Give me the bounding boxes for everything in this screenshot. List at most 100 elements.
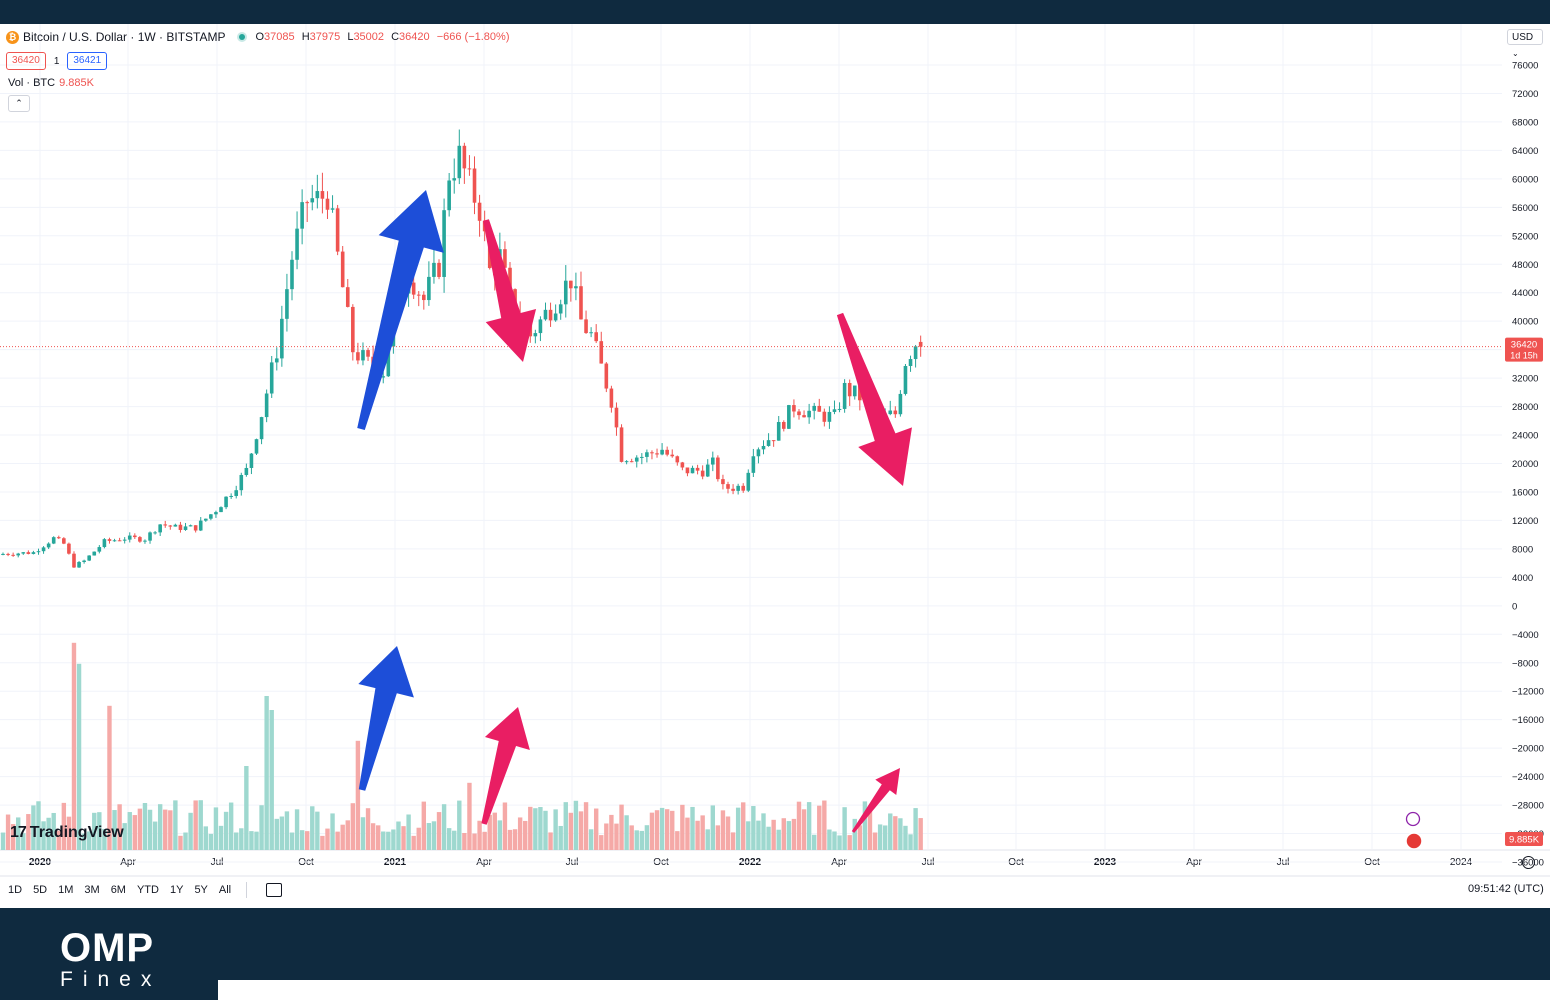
volume-bar [553, 809, 558, 850]
candle-body [133, 535, 137, 538]
volume-bar [127, 812, 132, 850]
volume-bar [796, 801, 802, 850]
gear-icon[interactable] [1522, 856, 1535, 869]
volume-bar [234, 832, 239, 850]
volume-bar [898, 818, 903, 850]
volume-legend[interactable]: Vol · BTC 9.885K [8, 77, 94, 89]
candle-body [198, 520, 203, 531]
candle-body [366, 350, 370, 357]
chevron-up-icon[interactable]: ⌃ [8, 95, 30, 112]
volume-bar [244, 766, 249, 850]
range-all[interactable]: All [218, 884, 232, 896]
candle-body [219, 507, 223, 513]
volume-bar [639, 830, 645, 850]
volume-bar [472, 833, 477, 850]
range-6m[interactable]: 6M [110, 884, 126, 896]
volume-bar [31, 805, 36, 850]
tradingview-logo[interactable]: 17 TradingView [10, 824, 124, 841]
y-axis-label: 76000 [1512, 61, 1538, 72]
volume-bar [746, 821, 751, 850]
candle-body [274, 358, 279, 363]
candle-body [589, 332, 593, 334]
volume-bar [330, 813, 335, 850]
candle-body [6, 553, 10, 555]
utc-clock[interactable]: 09:51:42 (UTC) [1468, 883, 1544, 895]
volume-bar [107, 705, 112, 850]
candle-body [26, 552, 31, 554]
range-5y[interactable]: 5Y [194, 884, 208, 896]
candle-body [903, 366, 908, 394]
volume-bar [370, 823, 376, 850]
candle-body [87, 555, 91, 561]
currency-select[interactable]: USD ⌄ [1507, 29, 1543, 58]
calendar-icon[interactable] [266, 883, 283, 897]
range-1y[interactable]: 1Y [169, 884, 184, 896]
candle-body [558, 304, 563, 314]
volume-bar [705, 829, 710, 850]
candle-body [852, 385, 857, 397]
candle-body [553, 313, 558, 321]
range-3m[interactable]: 3M [84, 884, 100, 896]
volume-bar [350, 803, 356, 850]
volume-bar [178, 835, 183, 850]
candle-body [569, 280, 573, 289]
volume-bar [467, 782, 472, 850]
volume-bar [431, 821, 437, 850]
candle-body [209, 514, 213, 519]
candle-body [46, 543, 51, 548]
volume-bar [218, 825, 224, 850]
candle-body [92, 551, 97, 556]
range-ytd[interactable]: YTD [136, 884, 159, 896]
trade-buttons: 36420 1 36421 [6, 52, 108, 70]
candle-body [624, 461, 629, 463]
volume-bar [421, 801, 427, 850]
range-1m[interactable]: 1M [58, 884, 74, 896]
candle-body [335, 208, 340, 252]
candle-body [168, 525, 173, 527]
volume-bar [700, 815, 705, 850]
candle-body [751, 456, 756, 473]
volume-bar [391, 829, 396, 850]
candle-body [11, 554, 15, 556]
candle-body [82, 560, 86, 563]
candle-body [660, 449, 664, 455]
candle-body [381, 376, 386, 378]
candle-body [599, 341, 604, 364]
volume-bar [573, 800, 579, 850]
sell-button[interactable]: 36420 [6, 52, 46, 70]
volume-bar [254, 831, 259, 850]
volume-bar [654, 810, 660, 850]
candle-body [467, 168, 472, 170]
buy-button[interactable]: 36421 [67, 52, 108, 70]
y-axis-label: 0 [1512, 601, 1517, 612]
chart-area[interactable]: 2020 Apr Jul Oct 2021 Apr Jul Oct 2022 Apr Jul Oct 2… [0, 24, 1550, 908]
volume-bar [173, 800, 178, 850]
volume-bar [360, 817, 366, 850]
candle-body [345, 287, 350, 307]
spread-value: 1 [53, 55, 60, 67]
candle-body [477, 202, 482, 221]
symbol-title[interactable]: Bitcoin / U.S. Dollar · 1W · BITSTAMP [23, 30, 226, 44]
y-axis-label: 8000 [1512, 544, 1533, 555]
y-axis-label: −28000 [1512, 801, 1544, 812]
volume-bar [325, 828, 330, 850]
range-1d[interactable]: 1D [8, 884, 23, 896]
candle-body [254, 439, 259, 454]
y-axis-label: 44000 [1512, 288, 1538, 299]
omp-finex-logo: OMP Finex [60, 926, 162, 991]
volume-bar [548, 832, 553, 850]
candle-body [36, 551, 41, 553]
volume-bar [213, 807, 219, 850]
candle-body [148, 532, 152, 541]
candle-body [685, 467, 690, 474]
symbol-legend[interactable]: ₿ Bitcoin / U.S. Dollar · 1W · BITSTAMP … [6, 30, 509, 44]
price-chart[interactable]: 2020 Apr Jul Oct 2021 Apr Jul Oct 2022 Apr Jul Oct 2… [0, 24, 1550, 908]
volume-bar [852, 818, 857, 850]
candle-body [584, 319, 588, 334]
range-5d[interactable]: 5D [33, 884, 48, 896]
volume-bar [452, 830, 457, 850]
volume-bar [609, 814, 614, 850]
y-axis-label: −24000 [1512, 772, 1544, 783]
candle-body [908, 359, 913, 367]
candle-body [563, 280, 568, 305]
